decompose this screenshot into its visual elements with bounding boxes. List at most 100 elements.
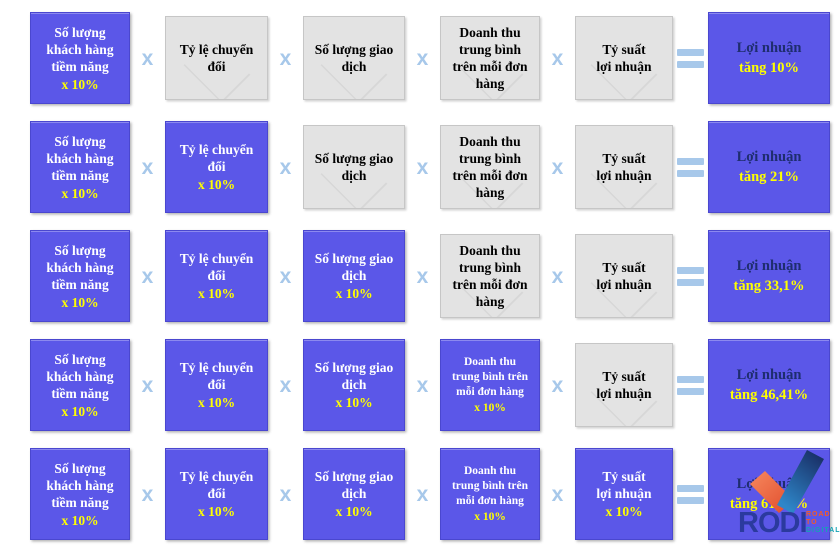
- factor-label-line: khách hàng: [46, 259, 114, 275]
- factor-box-potential-customers: Số lượng khách hàng tiềm năng x 10%: [30, 121, 130, 213]
- factor-label-line: trung bình: [459, 151, 521, 166]
- multiply-icon: x: [551, 373, 564, 397]
- multiplier-label: x 10%: [474, 510, 506, 523]
- factor-label-line: Tỷ lệ chuyển: [179, 142, 254, 157]
- equals-icon: [673, 373, 708, 397]
- multiplier-label: x 10%: [61, 403, 99, 419]
- result-box: Lợi nhuận tăng 33,1%: [708, 230, 830, 322]
- multiply-icon: x: [416, 155, 429, 179]
- factor-box-profit-margin: Tỷ suất lợi nhuận: [575, 343, 673, 427]
- formula-row: Số lượng khách hàng tiềm năng x 10% x Tỷ lệ c…: [30, 12, 830, 104]
- factor-label-line: Doanh thu: [459, 25, 521, 40]
- factor-label-line: Số lượng giao: [314, 251, 394, 266]
- factor-label-line: trên mỗi đơn: [452, 277, 528, 292]
- multiply-icon: x: [551, 155, 564, 179]
- factor-label-line: khách hàng: [46, 368, 114, 384]
- factor-label-line: Doanh thu: [459, 243, 521, 258]
- result-box: Lợi nhuận tăng 21%: [708, 121, 830, 213]
- factor-label-line: Số lượng: [54, 24, 106, 40]
- factor-label-line: mỗi đơn hàng: [456, 385, 524, 398]
- factor-label-line: Số lượng: [54, 460, 106, 476]
- factor-label-line: Tỷ lệ chuyển: [179, 42, 254, 57]
- formula-row: Số lượng khách hàng tiềm năng x 10% x Tỷ lệ c…: [30, 230, 830, 322]
- multiply-icon: x: [279, 373, 292, 397]
- multiplier-label: x 10%: [61, 76, 99, 92]
- multiply-icon: x: [141, 373, 154, 397]
- multiplier-label: x 10%: [61, 294, 99, 310]
- result-title: Lợi nhuận: [736, 257, 802, 274]
- multiply-icon: x: [279, 482, 292, 506]
- factor-label-line: trên mỗi đơn: [452, 59, 528, 74]
- factor-label-line: hàng: [475, 76, 505, 91]
- rodi-logo: RODI ROAD TO DIGITAL: [736, 450, 840, 554]
- factor-box-profit-margin: Tỷ suất lợi nhuận x 10%: [575, 448, 673, 540]
- factor-label-line: Số lượng: [54, 133, 106, 149]
- factor-label-line: trên mỗi đơn: [452, 168, 528, 183]
- result-box: Lợi nhuận tăng 46,41%: [708, 339, 830, 431]
- factor-box-conversion-rate: Tỷ lệ chuyển đổi x 10%: [165, 339, 268, 431]
- factor-label-line: Số lượng: [54, 242, 106, 258]
- factor-label-line: đổi: [207, 486, 226, 501]
- factor-box-transactions: Số lượng giao dịch: [303, 125, 405, 209]
- factor-label-line: Doanh thu: [463, 355, 517, 368]
- multiplier-label: x 10%: [197, 286, 236, 301]
- factor-label-line: tiềm năng: [51, 385, 109, 401]
- multiplier-label: x 10%: [197, 177, 236, 192]
- logo-tagline-line: DIGITAL: [806, 527, 840, 534]
- factor-label-line: Số lượng giao: [314, 360, 394, 375]
- factor-box-transactions: Số lượng giao dịch x 10%: [303, 230, 405, 322]
- factor-label-line: tiềm năng: [51, 494, 109, 510]
- factor-label-line: hàng: [475, 185, 505, 200]
- factor-label-line: dịch: [341, 168, 367, 183]
- factor-label-line: đổi: [207, 159, 226, 174]
- formula-row: Số lượng khách hàng tiềm năng x 10% x Tỷ lệ c…: [30, 121, 830, 213]
- factor-label-line: tiềm năng: [51, 58, 109, 74]
- factor-label-line: dịch: [341, 59, 367, 74]
- factor-label-line: Tỷ suất: [602, 369, 646, 384]
- equals-icon: [673, 264, 708, 288]
- multiply-icon: x: [416, 482, 429, 506]
- factor-box-avg-order-revenue: Doanh thu trung bình trên mỗi đơn hàng: [440, 125, 540, 209]
- factor-label-line: lợi nhuận: [596, 486, 652, 501]
- factor-box-conversion-rate: Tỷ lệ chuyển đổi x 10%: [165, 448, 268, 540]
- result-value: tăng 10%: [738, 59, 800, 76]
- factor-box-conversion-rate: Tỷ lệ chuyển đổi x 10%: [165, 121, 268, 213]
- logo-tagline-line: TO: [806, 519, 818, 526]
- factor-label-line: lợi nhuận: [596, 386, 652, 401]
- multiply-icon: x: [551, 264, 564, 288]
- factor-label-line: Số lượng giao: [314, 42, 394, 57]
- factor-label-line: trung bình: [459, 42, 521, 57]
- factor-label-line: đổi: [207, 377, 226, 392]
- factor-label-line: trung bình: [459, 260, 521, 275]
- factor-box-potential-customers: Số lượng khách hàng tiềm năng x 10%: [30, 230, 130, 322]
- equals-icon: [673, 155, 708, 179]
- factor-label-line: Doanh thu: [459, 134, 521, 149]
- factor-box-profit-margin: Tỷ suất lợi nhuận: [575, 125, 673, 209]
- factor-box-avg-order-revenue: Doanh thu trung bình trên mỗi đơn hàng: [440, 234, 540, 318]
- factor-label-line: Tỷ suất: [602, 42, 646, 57]
- multiplier-label: x 10%: [61, 185, 99, 201]
- factor-box-avg-order-revenue: Doanh thu trung bình trên mỗi đơn hàng: [440, 16, 540, 100]
- factor-box-avg-order-revenue: Doanh thu trung bình trên mỗi đơn hàng x 10…: [440, 339, 540, 431]
- multiply-icon: x: [141, 46, 154, 70]
- factor-label-line: Số lượng giao: [314, 151, 394, 166]
- multiply-icon: x: [416, 46, 429, 70]
- factor-label-line: lợi nhuận: [596, 168, 652, 183]
- multiply-icon: x: [141, 155, 154, 179]
- logo-tagline: ROAD TO DIGITAL: [806, 511, 840, 535]
- result-box: Lợi nhuận tăng 10%: [708, 12, 830, 104]
- equals-icon: [673, 482, 708, 506]
- factor-box-conversion-rate: Tỷ lệ chuyển đổi x 10%: [165, 230, 268, 322]
- factor-label-line: trung bình trên: [451, 479, 529, 492]
- multiplier-label: x 10%: [197, 504, 236, 519]
- factor-box-avg-order-revenue: Doanh thu trung bình trên mỗi đơn hàng x 10…: [440, 448, 540, 540]
- multiplier-label: x 10%: [335, 395, 373, 410]
- factor-label-line: khách hàng: [46, 477, 114, 493]
- factor-label-line: Doanh thu: [463, 464, 517, 477]
- multiply-icon: x: [279, 46, 292, 70]
- factor-label-line: tiềm năng: [51, 276, 109, 292]
- multiply-icon: x: [141, 482, 154, 506]
- result-value: tăng 46,41%: [729, 386, 809, 403]
